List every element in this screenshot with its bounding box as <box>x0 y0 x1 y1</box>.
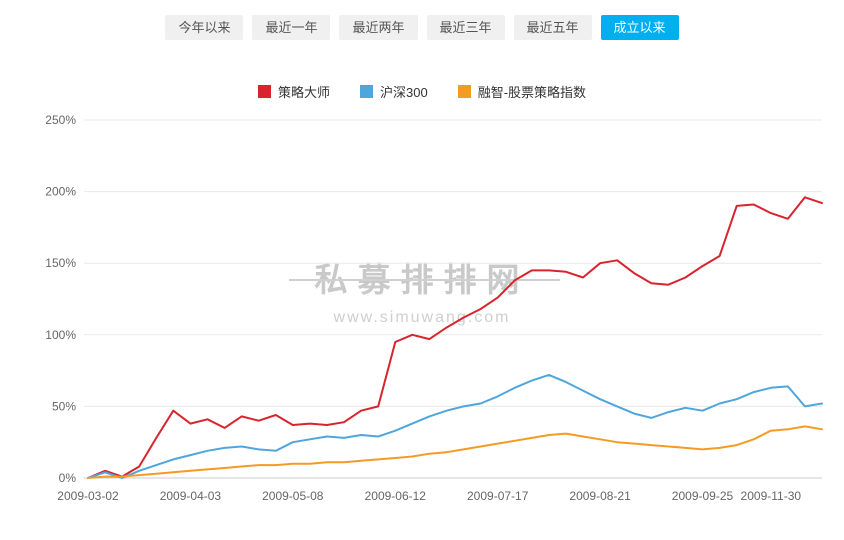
tab-2y[interactable]: 最近两年 <box>339 15 418 40</box>
time-range-tabs: 今年以来 最近一年 最近两年 最近三年 最近五年 成立以来 <box>0 0 844 40</box>
legend-item[interactable]: 沪深300 <box>359 82 428 101</box>
svg-text:0%: 0% <box>59 471 77 485</box>
svg-text:2009-05-08: 2009-05-08 <box>262 489 324 503</box>
chart-area: 私募排排网 www.simuwang.com 0% 50% 100% 150% 200%… <box>0 103 844 523</box>
svg-text:2009-03-02: 2009-03-02 <box>57 489 119 503</box>
svg-text:2009-09-25: 2009-09-25 <box>672 489 734 503</box>
svg-text:100%: 100% <box>45 328 76 342</box>
watermark-url: www.simuwang.com <box>333 309 511 326</box>
legend-label: 融智-股票策略指数 <box>477 85 587 100</box>
svg-text:250%: 250% <box>45 113 76 127</box>
legend-label: 沪深300 <box>379 85 428 100</box>
svg-text:200%: 200% <box>45 185 76 199</box>
performance-chart[interactable]: 0% 50% 100% 150% 200% 250% 2009-03-02 2009-04-0… <box>0 103 844 523</box>
legend-label: 策略大师 <box>277 85 330 100</box>
legend-item[interactable]: 融智-股票策略指数 <box>457 82 587 101</box>
tab-1y[interactable]: 最近一年 <box>252 15 331 40</box>
svg-text:2009-07-17: 2009-07-17 <box>467 489 529 503</box>
svg-text:2009-11-30: 2009-11-30 <box>741 489 802 503</box>
chart-legend: 策略大师 沪深300 融智-股票策略指数 <box>0 82 844 101</box>
legend-swatch <box>359 85 373 98</box>
watermark-title: 私募排排网 <box>288 253 560 301</box>
svg-text:150%: 150% <box>45 256 76 270</box>
legend-item[interactable]: 策略大师 <box>257 82 330 101</box>
svg-text:2009-06-12: 2009-06-12 <box>365 489 427 503</box>
tab-inception[interactable]: 成立以来 <box>600 15 679 40</box>
tab-ytd[interactable]: 今年以来 <box>165 15 244 40</box>
svg-text:2009-04-03: 2009-04-03 <box>160 489 222 503</box>
tab-3y[interactable]: 最近三年 <box>426 15 505 40</box>
watermark: 私募排排网 www.simuwang.com <box>0 253 844 327</box>
svg-text:50%: 50% <box>52 399 76 413</box>
svg-text:2009-08-21: 2009-08-21 <box>569 489 631 503</box>
legend-swatch <box>457 85 471 98</box>
tab-5y[interactable]: 最近五年 <box>513 15 592 40</box>
legend-swatch <box>257 85 271 98</box>
